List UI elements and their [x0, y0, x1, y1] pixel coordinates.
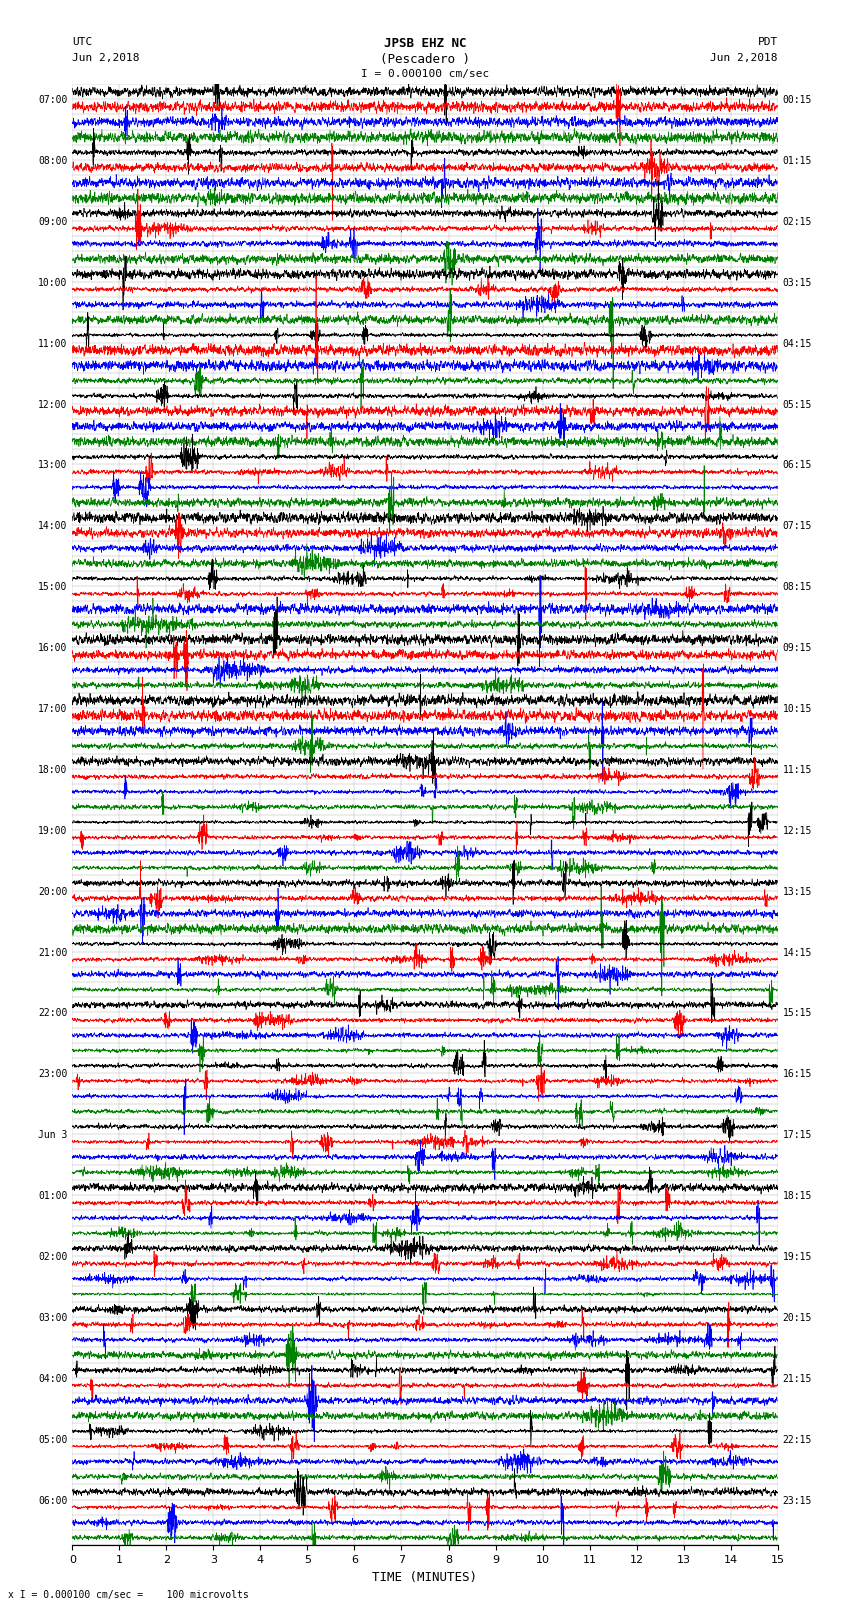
- Text: PDT: PDT: [757, 37, 778, 47]
- Text: I = 0.000100 cm/sec: I = 0.000100 cm/sec: [361, 69, 489, 79]
- Text: Jun 2,2018: Jun 2,2018: [72, 53, 139, 63]
- Text: Jun 2,2018: Jun 2,2018: [711, 53, 778, 63]
- Text: UTC: UTC: [72, 37, 93, 47]
- Text: JPSB EHZ NC: JPSB EHZ NC: [383, 37, 467, 50]
- X-axis label: TIME (MINUTES): TIME (MINUTES): [372, 1571, 478, 1584]
- Text: x I = 0.000100 cm/sec =    100 microvolts: x I = 0.000100 cm/sec = 100 microvolts: [8, 1590, 249, 1600]
- Text: (Pescadero ): (Pescadero ): [380, 53, 470, 66]
